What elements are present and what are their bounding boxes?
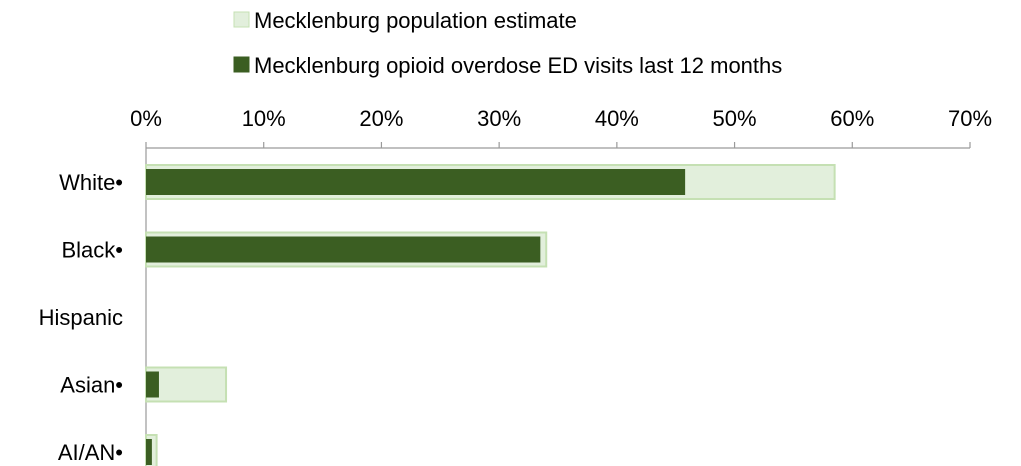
x-tick-label-4: 40% [595,106,639,131]
x-tick-label-0: 0% [130,106,162,131]
x-tick-label-6: 60% [830,106,874,131]
bar-ed-visits-0 [146,169,686,195]
legend-swatch-1 [233,56,250,73]
y-axis-categories: White• Black• Hispanic Asian• AI/AN• [39,170,123,465]
category-label-3: Asian• [60,373,123,398]
legend-label-1: Mecklenburg opioid overdose ED visits la… [254,53,782,78]
category-label-1: Black• [62,238,124,263]
x-tick-label-2: 20% [359,106,403,131]
category-label-4: AI/AN• [58,440,123,465]
x-tick-label-5: 50% [713,106,757,131]
category-label-0: White• [59,170,123,195]
legend-label-0: Mecklenburg population estimate [254,8,577,33]
bar-ed-visits-1 [146,236,541,263]
legend: Mecklenburg population estimate Mecklenbu… [233,8,782,78]
x-tick-label-7: 70% [948,106,992,131]
x-axis: 0% 10% 20% 30% 40% 50% 60% 70% [130,106,992,466]
category-label-2: Hispanic [39,305,123,330]
legend-swatch-0 [233,11,250,28]
x-tick-label-3: 30% [477,106,521,131]
x-tick-label-1: 10% [242,106,286,131]
bars [145,164,836,466]
bar-ed-visits-4 [146,439,152,465]
bar-ed-visits-3 [146,371,159,398]
